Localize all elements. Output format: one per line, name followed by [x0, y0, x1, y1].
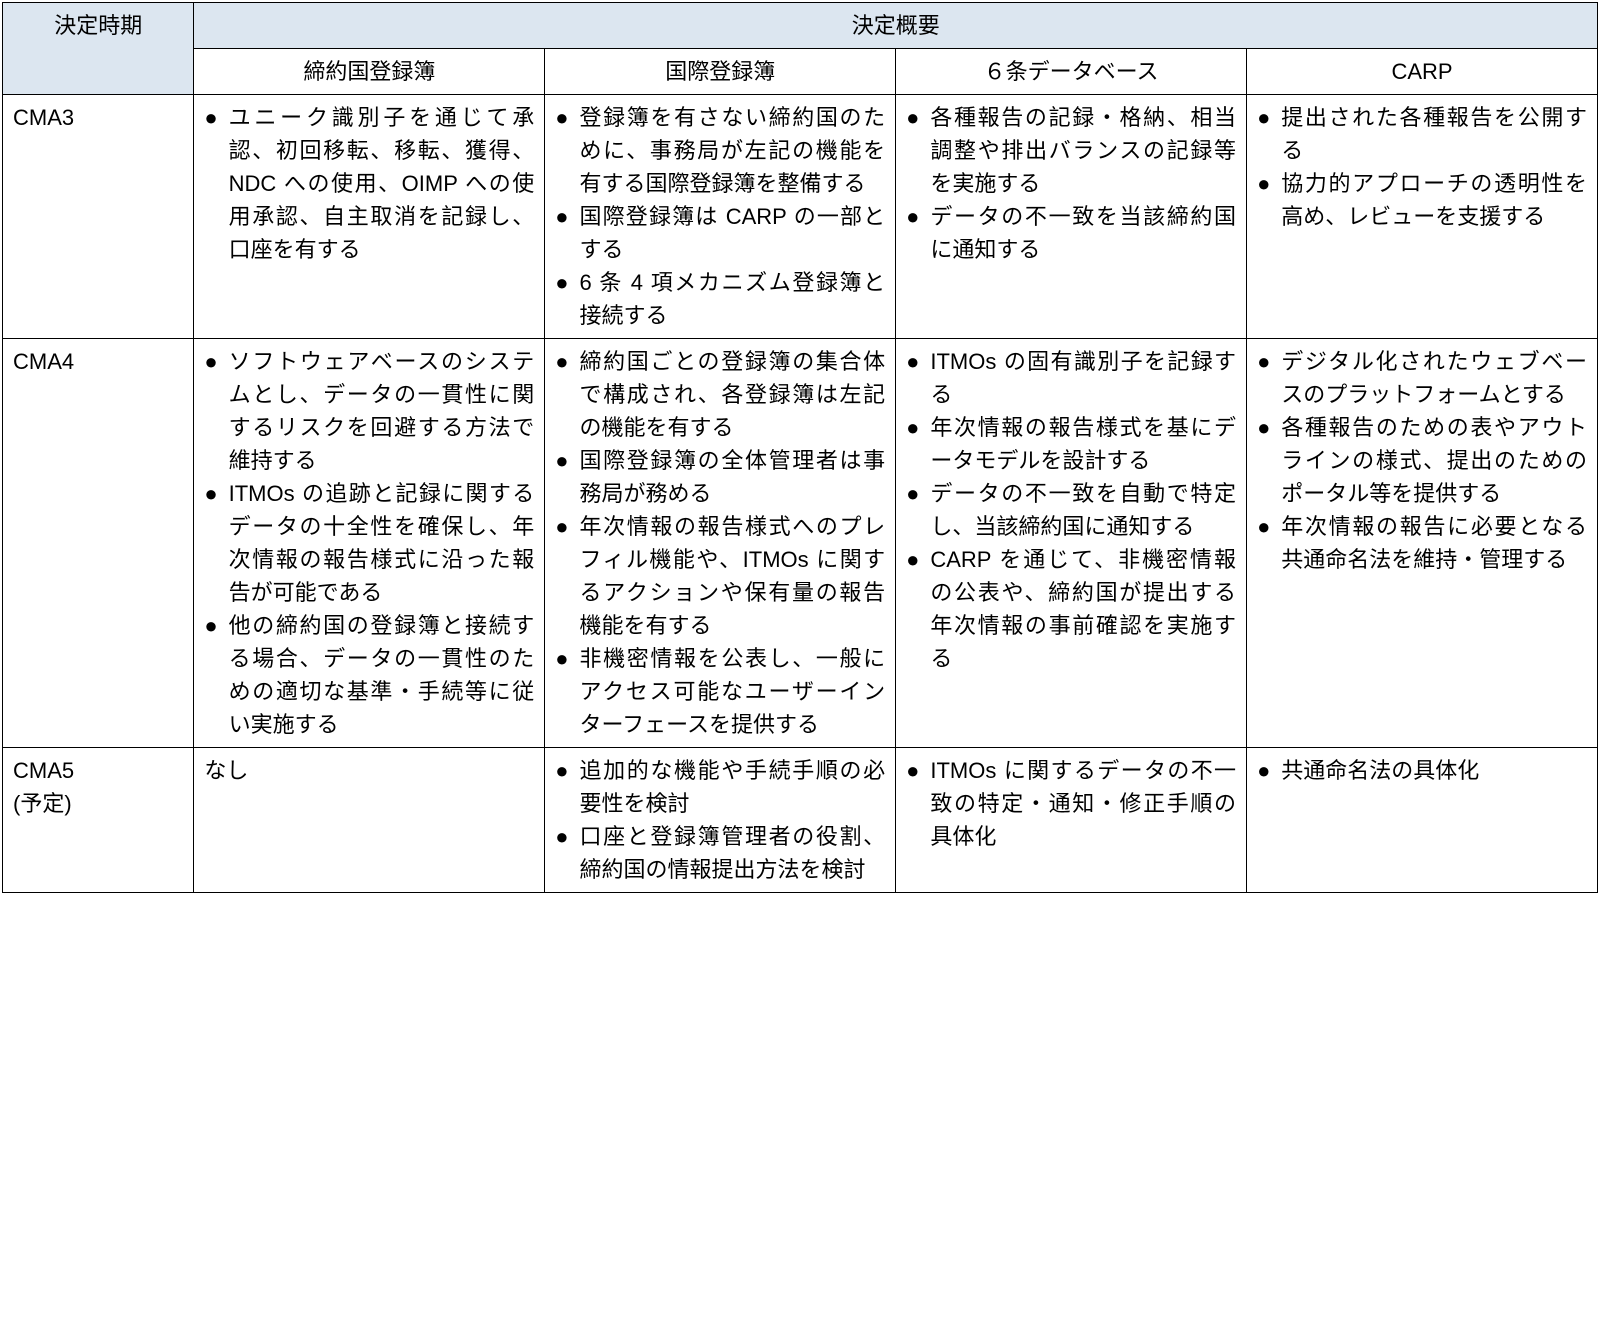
list-item: 共通命名法の具体化	[1257, 754, 1587, 787]
list-item: デジタル化されたウェブベースのプラットフォームとする	[1257, 345, 1587, 411]
list-item: 6 条 4 項メカニズム登録簿と接続する	[555, 266, 885, 332]
bullet-list: ITMOs の固有識別子を記録する年次情報の報告様式を基にデータモデルを設計する…	[906, 345, 1236, 675]
list-item: 各種報告のための表やアウトラインの様式、提出のためのポータル等を提供する	[1257, 411, 1587, 510]
bullet-list: ITMOs に関するデータの不一致の特定・通知・修正手順の具体化	[906, 754, 1236, 853]
cell-c2: 追加的な機能や手続手順の必要性を検討口座と登録簿管理者の役割、締約国の情報提出方…	[545, 748, 896, 893]
table-row: CMA3ユニーク識別子を通じて承認、初回移転、移転、獲得、NDC への使用、OI…	[3, 95, 1598, 339]
header-intl-registry: 国際登録簿	[545, 49, 896, 95]
list-item: ユニーク識別子を通じて承認、初回移転、移転、獲得、NDC への使用、OIMP へ…	[204, 101, 534, 266]
row-label: CMA5 (予定)	[3, 748, 194, 893]
bullet-list: 登録簿を有さない締約国のために、事務局が左記の機能を有する国際登録簿を整備する国…	[555, 101, 885, 332]
list-item: ITMOs の固有識別子を記録する	[906, 345, 1236, 411]
header-party-registry: 締約国登録簿	[194, 49, 545, 95]
list-item: ソフトウェアベースのシステムとし、データの一貫性に関するリスクを回避する方法で維…	[204, 345, 534, 477]
list-item: 提出された各種報告を公開する	[1257, 101, 1587, 167]
cell-c3: ITMOs の固有識別子を記録する年次情報の報告様式を基にデータモデルを設計する…	[896, 339, 1247, 748]
cell-c2: 締約国ごとの登録簿の集合体で構成され、各登録簿は左記の機能を有する国際登録簿の全…	[545, 339, 896, 748]
cell-c1: ユニーク識別子を通じて承認、初回移転、移転、獲得、NDC への使用、OIMP へ…	[194, 95, 545, 339]
bullet-list: ユニーク識別子を通じて承認、初回移転、移転、獲得、NDC への使用、OIMP へ…	[204, 101, 534, 266]
bullet-list: 提出された各種報告を公開する協力的アプローチの透明性を高め、レビューを支援する	[1257, 101, 1587, 233]
header-period: 決定時期	[3, 3, 194, 95]
list-item: 非機密情報を公表し、一般にアクセス可能なユーザーインターフェースを提供する	[555, 642, 885, 741]
cell-c4: 共通命名法の具体化	[1247, 748, 1598, 893]
table-body: CMA3ユニーク識別子を通じて承認、初回移転、移転、獲得、NDC への使用、OI…	[3, 95, 1598, 893]
cell-text: なし	[204, 754, 534, 787]
table-row: CMA5 (予定) なし追加的な機能や手続手順の必要性を検討口座と登録簿管理者の役…	[3, 748, 1598, 893]
cell-c4: 提出された各種報告を公開する協力的アプローチの透明性を高め、レビューを支援する	[1247, 95, 1598, 339]
cell-c1: ソフトウェアベースのシステムとし、データの一貫性に関するリスクを回避する方法で維…	[194, 339, 545, 748]
cell-c4: デジタル化されたウェブベースのプラットフォームとする各種報告のための表やアウトラ…	[1247, 339, 1598, 748]
bullet-list: ソフトウェアベースのシステムとし、データの一貫性に関するリスクを回避する方法で維…	[204, 345, 534, 741]
list-item: 各種報告の記録・格納、相当調整や排出バランスの記録等を実施する	[906, 101, 1236, 200]
header-article6-db: ６条データベース	[896, 49, 1247, 95]
list-item: ITMOs の追跡と記録に関するデータの十全性を確保し、年次情報の報告様式に沿っ…	[204, 477, 534, 609]
list-item: 年次情報の報告に必要となる共通命名法を維持・管理する	[1257, 510, 1587, 576]
bullet-list: 各種報告の記録・格納、相当調整や排出バランスの記録等を実施するデータの不一致を当…	[906, 101, 1236, 266]
list-item: データの不一致を自動で特定し、当該締約国に通知する	[906, 477, 1236, 543]
header-carp: CARP	[1247, 49, 1598, 95]
header-summary: 決定概要	[194, 3, 1598, 49]
cell-c2: 登録簿を有さない締約国のために、事務局が左記の機能を有する国際登録簿を整備する国…	[545, 95, 896, 339]
row-label: CMA3	[3, 95, 194, 339]
list-item: データの不一致を当該締約国に通知する	[906, 200, 1236, 266]
bullet-list: 締約国ごとの登録簿の集合体で構成され、各登録簿は左記の機能を有する国際登録簿の全…	[555, 345, 885, 741]
cell-c3: 各種報告の記録・格納、相当調整や排出バランスの記録等を実施するデータの不一致を当…	[896, 95, 1247, 339]
bullet-list: 共通命名法の具体化	[1257, 754, 1587, 787]
list-item: 締約国ごとの登録簿の集合体で構成され、各登録簿は左記の機能を有する	[555, 345, 885, 444]
cell-c3: ITMOs に関するデータの不一致の特定・通知・修正手順の具体化	[896, 748, 1247, 893]
list-item: CARP を通じて、非機密情報の公表や、締約国が提出する年次情報の事前確認を実施…	[906, 543, 1236, 675]
list-item: 登録簿を有さない締約国のために、事務局が左記の機能を有する国際登録簿を整備する	[555, 101, 885, 200]
list-item: 口座と登録簿管理者の役割、締約国の情報提出方法を検討	[555, 820, 885, 886]
list-item: 協力的アプローチの透明性を高め、レビューを支援する	[1257, 167, 1587, 233]
list-item: 年次情報の報告様式を基にデータモデルを設計する	[906, 411, 1236, 477]
list-item: 追加的な機能や手続手順の必要性を検討	[555, 754, 885, 820]
bullet-list: デジタル化されたウェブベースのプラットフォームとする各種報告のための表やアウトラ…	[1257, 345, 1587, 576]
list-item: 年次情報の報告様式へのプレフィル機能や、ITMOs に関するアクションや保有量の…	[555, 510, 885, 642]
row-label: CMA4	[3, 339, 194, 748]
cell-c1: なし	[194, 748, 545, 893]
list-item: 国際登録簿は CARP の一部とする	[555, 200, 885, 266]
bullet-list: 追加的な機能や手続手順の必要性を検討口座と登録簿管理者の役割、締約国の情報提出方…	[555, 754, 885, 886]
decision-table: 決定時期 決定概要 締約国登録簿 国際登録簿 ６条データベース CARP CMA…	[2, 2, 1598, 893]
list-item: 国際登録簿の全体管理者は事務局が務める	[555, 444, 885, 510]
table-row: CMA4ソフトウェアベースのシステムとし、データの一貫性に関するリスクを回避する…	[3, 339, 1598, 748]
list-item: ITMOs に関するデータの不一致の特定・通知・修正手順の具体化	[906, 754, 1236, 853]
list-item: 他の締約国の登録簿と接続する場合、データの一貫性のための適切な基準・手続等に従い…	[204, 609, 534, 741]
